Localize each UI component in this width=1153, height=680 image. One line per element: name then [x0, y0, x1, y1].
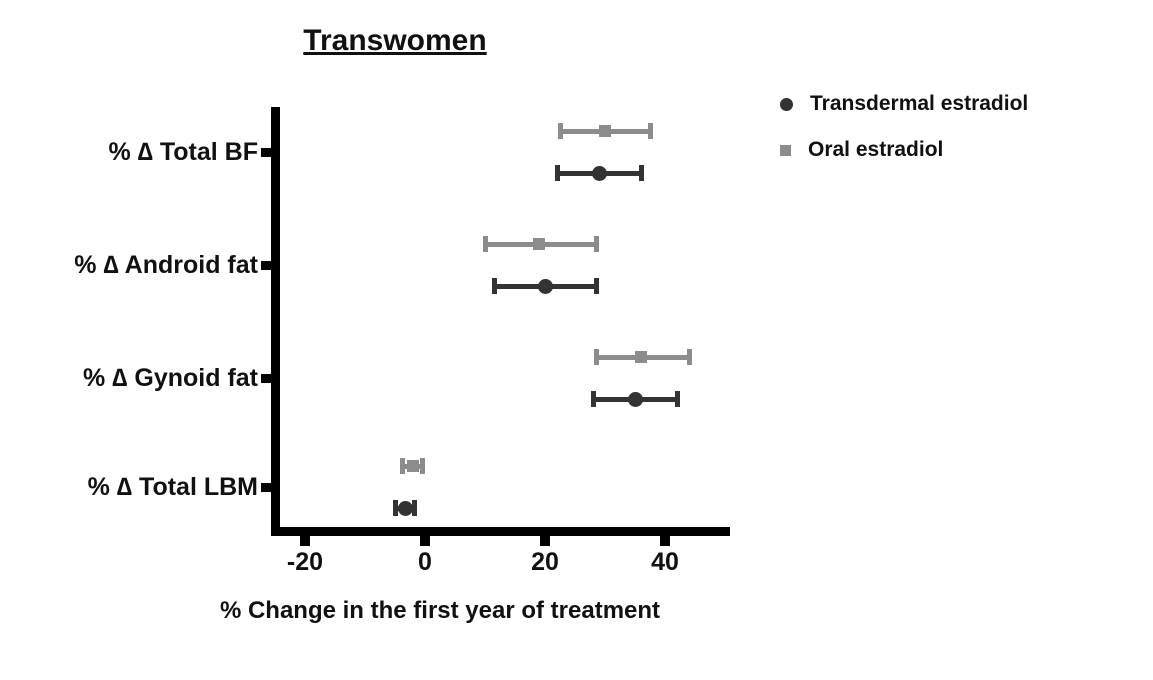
x-tick-label: 40	[651, 548, 679, 576]
oral-estradiol-errorbar-cap	[400, 458, 406, 474]
chart-title: Transwomen	[303, 24, 487, 57]
oral-estradiol-point	[407, 460, 419, 472]
oral-estradiol-errorbar-cap	[482, 236, 488, 252]
y-axis-tick	[261, 261, 272, 270]
legend-circle-icon	[780, 97, 793, 111]
transdermal-estradiol-errorbar-cap	[554, 165, 560, 181]
x-axis-tick	[660, 536, 670, 546]
y-axis-tick	[261, 148, 272, 157]
legend-label: Transdermal estradiol	[810, 92, 1029, 115]
oral-estradiol-errorbar-cap	[686, 349, 692, 365]
y-axis-tick	[261, 374, 272, 383]
y-axis-line	[271, 107, 280, 536]
legend-item-transdermal: Transdermal estradiol	[780, 88, 1028, 120]
x-axis-tick	[300, 536, 310, 546]
transdermal-estradiol-errorbar-cap	[593, 278, 599, 294]
category-label-total-lbm: % ∆ Total LBM	[87, 473, 258, 501]
transdermal-estradiol-point	[627, 391, 643, 407]
oral-estradiol-errorbar-cap	[419, 458, 425, 474]
transdermal-estradiol-errorbar-cap	[412, 500, 418, 516]
transdermal-estradiol-errorbar-cap	[674, 391, 680, 407]
legend-item-oral: Oral estradiol	[780, 134, 1028, 166]
legend-square-icon	[780, 144, 791, 156]
x-tick-label: 0	[418, 548, 432, 576]
oral-estradiol-errorbar-cap	[557, 123, 563, 139]
x-tick-label: -20	[286, 548, 324, 576]
category-label-gynoid-fat: % ∆ Gynoid fat	[82, 364, 258, 392]
transdermal-estradiol-errorbar-cap	[590, 391, 596, 407]
oral-estradiol-point	[533, 238, 545, 250]
transdermal-estradiol-errorbar-cap	[638, 165, 644, 181]
oral-estradiol-point	[635, 351, 647, 363]
x-axis-tick	[540, 536, 550, 546]
transdermal-estradiol-point	[591, 165, 607, 181]
transdermal-estradiol-point	[397, 500, 413, 516]
transdermal-estradiol-errorbar-cap	[392, 500, 398, 516]
oral-estradiol-errorbar-cap	[593, 236, 599, 252]
category-label-total-bf: % ∆ Total BF	[108, 138, 258, 166]
oral-estradiol-errorbar-cap	[593, 349, 599, 365]
y-axis-tick	[261, 483, 272, 492]
oral-estradiol-point	[599, 125, 611, 137]
transdermal-estradiol-errorbar-cap	[491, 278, 497, 294]
x-axis-tick	[420, 536, 430, 546]
x-axis-title: % Change in the first year of treatment	[219, 597, 661, 624]
x-tick-label: 20	[531, 548, 559, 576]
oral-estradiol-errorbar-cap	[647, 123, 653, 139]
transdermal-estradiol-point	[537, 278, 553, 294]
x-axis-line	[271, 527, 730, 536]
category-label-android-fat: % ∆ Android fat	[74, 251, 258, 279]
legend: Transdermal estradiol Oral estradiol	[780, 88, 1028, 180]
legend-label: Oral estradiol	[808, 138, 944, 161]
